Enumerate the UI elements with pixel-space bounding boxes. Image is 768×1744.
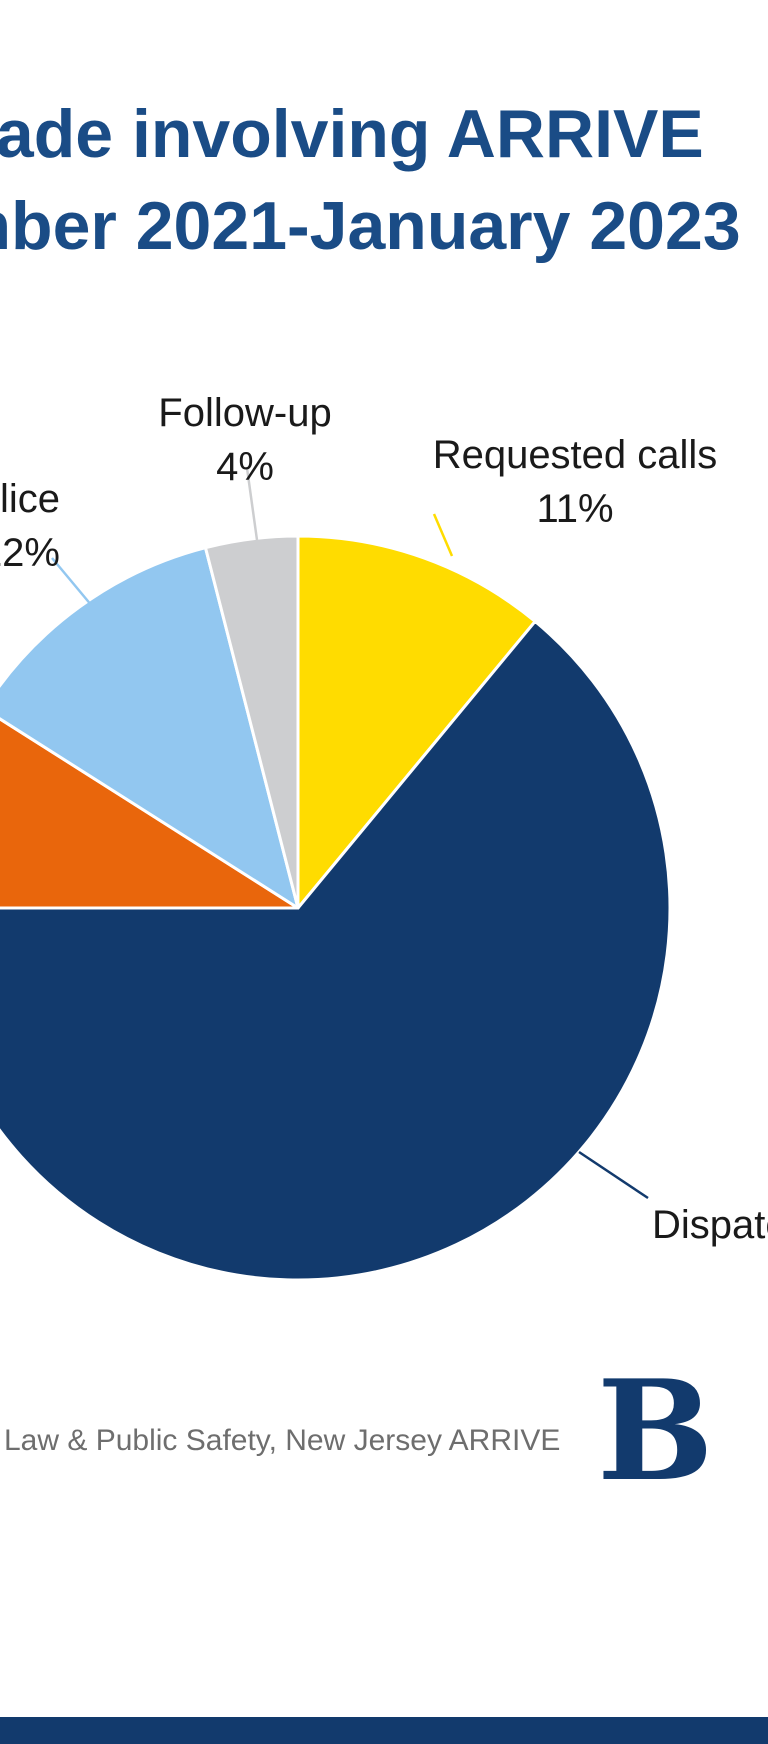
leader-line-dispatched [578, 1150, 649, 1200]
pie-slice-dispatched-calls[interactable] [0, 619, 672, 1282]
callout-police-pct: 12% [0, 531, 60, 575]
callout-dispatched-label: Dispatched calls [652, 1203, 768, 1247]
pie-slice-follow-up[interactable] [204, 534, 300, 910]
pie-slices-group [0, 534, 672, 1282]
callout-follow-up-pct: 4% [216, 445, 274, 489]
callout-follow-up: Follow-up 4% [135, 386, 355, 494]
callout-police: Police 12% [0, 472, 60, 580]
pie-slice-police[interactable] [0, 546, 300, 910]
callout-requested-calls-label: Requested calls [432, 433, 718, 477]
source-attribution: Law & Public Safety, New Jersey ARRIVE [4, 1424, 561, 1457]
leader-line-follow-up [245, 467, 259, 541]
chart-title-line-1: Calls made involving ARRIVE [0, 96, 704, 172]
leader-line-requested-calls [432, 513, 454, 557]
leader-line-police [51, 557, 93, 607]
chart-title-line-2: December 2021-January 2023 [0, 188, 741, 264]
callout-requested-calls: Requested calls 11% [392, 428, 758, 536]
pie-slice-requested-calls[interactable] [296, 534, 537, 910]
callout-requested-calls-pct: 11% [536, 487, 614, 531]
callout-police-label: Police [0, 477, 60, 521]
callout-follow-up-label: Follow-up [158, 391, 332, 435]
publisher-logo: B [597, 1349, 714, 1512]
callout-dispatched: Dispatched calls [652, 1198, 768, 1252]
footer-bar [0, 1717, 768, 1744]
leader-lines-group [51, 467, 649, 1200]
